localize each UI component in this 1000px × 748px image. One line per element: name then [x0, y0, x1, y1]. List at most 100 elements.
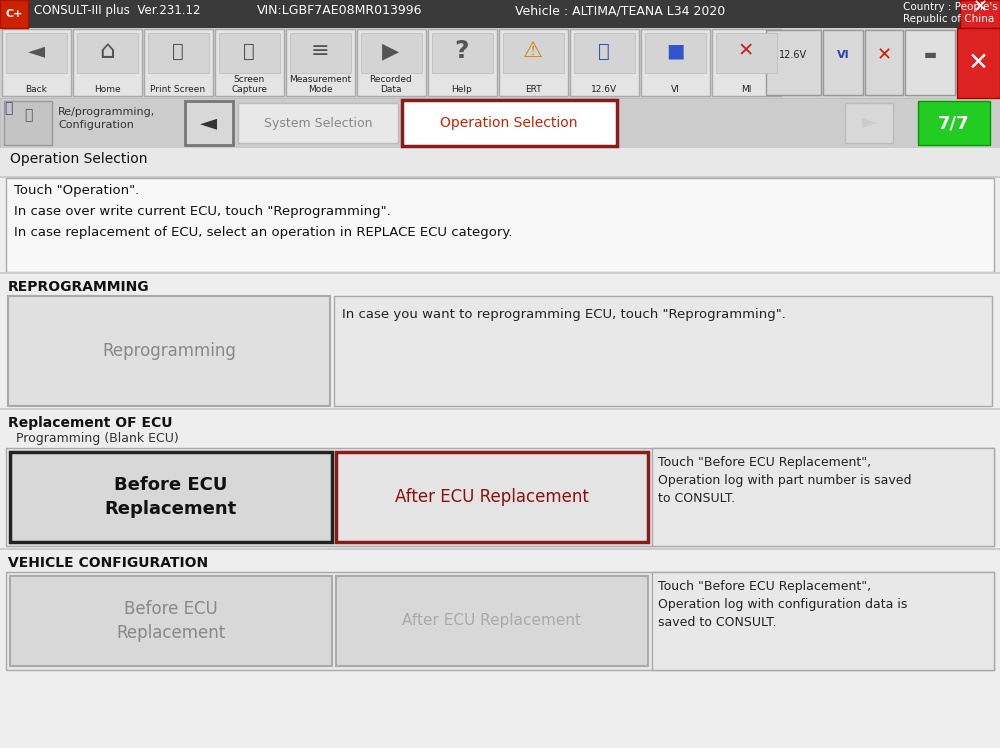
Text: ?: ?	[455, 39, 469, 63]
Bar	[652, 572, 994, 670]
Text: ⚠: ⚠	[523, 41, 543, 61]
Bar	[570, 29, 639, 96]
Bar	[77, 33, 138, 73]
Bar	[0, 274, 1000, 410]
Bar	[0, 148, 1000, 176]
Bar	[73, 29, 142, 96]
Text: Country : People's
Republic of China: Country : People's Republic of China	[903, 2, 998, 25]
Bar	[716, 33, 777, 73]
Text: Measurement
Mode: Measurement Mode	[289, 75, 351, 94]
Text: VI: VI	[837, 50, 849, 60]
Bar	[334, 296, 992, 406]
Text: ✕: ✕	[972, 0, 988, 16]
Bar	[0, 550, 1000, 748]
Text: ⌂: ⌂	[99, 39, 115, 63]
Text: ≡: ≡	[311, 41, 329, 61]
Text: Before ECU
Replacement: Before ECU Replacement	[116, 599, 226, 643]
Bar	[2, 29, 71, 96]
Text: VI: VI	[671, 85, 679, 94]
Bar	[574, 33, 635, 73]
Text: ✕: ✕	[968, 51, 988, 75]
Text: Before ECU
Replacement: Before ECU Replacement	[105, 476, 237, 518]
Text: Back: Back	[25, 85, 47, 94]
Bar	[0, 176, 1000, 178]
Bar	[336, 452, 648, 542]
Text: 12.6V: 12.6V	[591, 85, 617, 94]
Text: ▬: ▬	[923, 48, 937, 62]
Bar	[4, 101, 52, 145]
Bar	[503, 33, 564, 73]
Bar	[865, 30, 903, 95]
Bar	[10, 452, 332, 542]
Bar	[428, 29, 497, 96]
Bar	[845, 103, 893, 143]
Bar	[918, 101, 990, 145]
Bar	[0, 408, 1000, 410]
Text: After ECU Replacement: After ECU Replacement	[395, 488, 589, 506]
Text: 🚗: 🚗	[4, 101, 12, 115]
Bar	[0, 410, 1000, 550]
Bar	[6, 448, 994, 546]
Bar	[6, 33, 67, 73]
Bar	[0, 548, 1000, 550]
Bar	[766, 30, 821, 95]
Bar	[290, 33, 351, 73]
Text: Operation Selection: Operation Selection	[440, 116, 578, 130]
Bar	[148, 33, 209, 73]
Text: MI: MI	[741, 85, 751, 94]
Bar	[960, 0, 1000, 28]
Bar	[357, 29, 426, 96]
Text: Re/programming,
Configuration: Re/programming, Configuration	[58, 107, 155, 130]
Bar	[0, 28, 1000, 98]
Text: VEHICLE CONFIGURATION: VEHICLE CONFIGURATION	[8, 556, 208, 570]
Bar	[219, 33, 280, 73]
Bar	[185, 101, 233, 145]
Bar	[361, 33, 422, 73]
Text: ✕: ✕	[738, 41, 754, 61]
Text: Touch "Operation".
In case over write current ECU, touch "Reprogramming".
In cas: Touch "Operation". In case over write cu…	[14, 184, 512, 239]
Text: ◄: ◄	[200, 113, 218, 133]
Text: Recorded
Data: Recorded Data	[370, 75, 412, 94]
Bar	[652, 448, 994, 546]
Text: Vehicle : ALTIMA/TEANA L34 2020: Vehicle : ALTIMA/TEANA L34 2020	[515, 4, 725, 17]
Bar	[712, 29, 781, 96]
Text: After ECU Replacement: After ECU Replacement	[402, 613, 582, 628]
Text: ▶: ▶	[382, 41, 400, 61]
Bar	[641, 29, 710, 96]
Text: ERT: ERT	[525, 85, 541, 94]
Text: Home: Home	[94, 85, 120, 94]
Bar	[0, 272, 1000, 274]
Text: 🚗: 🚗	[598, 41, 610, 61]
Text: 📷: 📷	[243, 41, 255, 61]
Text: Operation Selection: Operation Selection	[10, 152, 148, 166]
Bar	[957, 28, 1000, 98]
Text: Print Screen: Print Screen	[150, 85, 206, 94]
Text: ►: ►	[862, 114, 876, 132]
Bar	[0, 0, 28, 28]
Text: Replacement OF ECU: Replacement OF ECU	[8, 416, 173, 430]
Bar	[144, 29, 213, 96]
Bar	[215, 29, 284, 96]
Bar	[905, 30, 955, 95]
Text: ✕: ✕	[876, 46, 892, 64]
Bar	[402, 100, 617, 146]
Bar	[823, 30, 863, 95]
Bar	[10, 576, 332, 666]
Text: System Selection: System Selection	[264, 117, 372, 129]
Text: 🖨: 🖨	[172, 41, 184, 61]
Bar	[8, 296, 330, 406]
Bar	[286, 29, 355, 96]
Bar	[432, 33, 493, 73]
Bar	[336, 576, 648, 666]
Text: 🔧: 🔧	[24, 108, 32, 122]
Text: Screen
Capture: Screen Capture	[231, 75, 267, 94]
Text: 12.6V: 12.6V	[779, 50, 807, 60]
Text: Touch "Before ECU Replacement",
Operation log with part number is saved
to CONSU: Touch "Before ECU Replacement", Operatio…	[658, 456, 912, 505]
Text: REPROGRAMMING: REPROGRAMMING	[8, 280, 150, 294]
Bar	[238, 103, 398, 143]
Text: 7/7: 7/7	[938, 114, 970, 132]
Bar	[499, 29, 568, 96]
Bar	[6, 572, 994, 670]
Text: VIN:LGBF7AE08MR013996: VIN:LGBF7AE08MR013996	[257, 4, 423, 17]
Text: Programming (Blank ECU): Programming (Blank ECU)	[16, 432, 179, 445]
